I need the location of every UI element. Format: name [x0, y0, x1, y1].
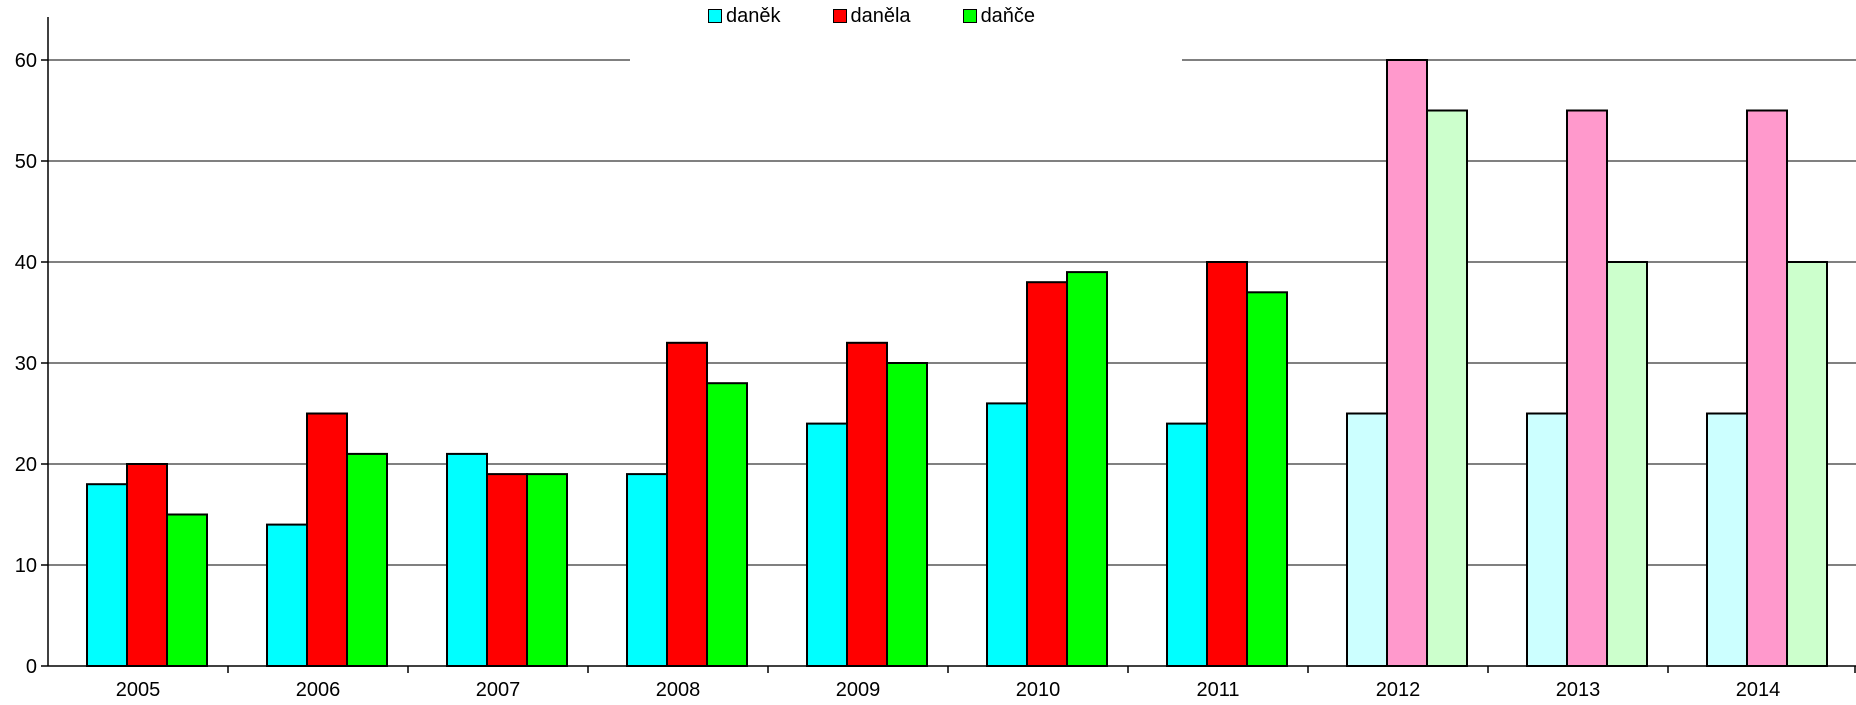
legend-swatch-danela — [832, 9, 847, 23]
bar-2011-0 — [1166, 422, 1208, 667]
legend-label-danela: daněla — [850, 4, 911, 27]
x-tick-label-2009: 2009 — [836, 679, 881, 701]
bar-2005-1 — [126, 463, 168, 667]
legend-label-dance: daňče — [980, 4, 1036, 27]
bar-2007-1 — [486, 473, 528, 667]
x-tick-label-2008: 2008 — [656, 679, 701, 701]
bar-2007-2 — [526, 473, 568, 667]
bar-2009-0 — [806, 422, 848, 667]
bar-2010-1 — [1026, 281, 1068, 667]
bar-2006-0 — [266, 523, 308, 667]
bar-2010-0 — [986, 402, 1028, 667]
legend-swatch-danek — [708, 9, 722, 23]
bar-2006-2 — [346, 452, 388, 667]
y-tick-label-40: 40 — [15, 252, 37, 274]
bar-2013-1 — [1566, 109, 1608, 667]
y-tick-label-60: 60 — [15, 50, 37, 72]
x-tick-label-2005: 2005 — [116, 679, 161, 701]
legend-label-danek: daněk — [726, 4, 781, 27]
y-tick-label-10: 10 — [15, 555, 37, 577]
legend-item-danek: daněk — [708, 5, 781, 28]
bar-2005-0 — [86, 483, 128, 668]
bar-2012-1 — [1386, 59, 1428, 667]
bar-2014-1 — [1746, 109, 1788, 667]
y-tick-label-20: 20 — [15, 454, 37, 476]
y-tick-label-30: 30 — [15, 353, 37, 375]
bar-2008-0 — [626, 473, 668, 667]
x-tick-label-2012: 2012 — [1376, 679, 1421, 701]
bar-2011-1 — [1206, 261, 1248, 667]
bar-2007-0 — [446, 452, 488, 667]
bar-2012-2 — [1426, 109, 1468, 667]
bar-2013-2 — [1606, 261, 1648, 667]
legend-item-dance: daňče — [962, 4, 1036, 28]
legend-item-danela: daněla — [832, 4, 911, 28]
bar-2008-1 — [666, 341, 708, 667]
bar-2011-2 — [1246, 291, 1288, 667]
x-tick-label-2010: 2010 — [1016, 679, 1061, 701]
chart-legend: daněk daněla daňče — [708, 5, 1087, 27]
x-tick-label-2007: 2007 — [476, 679, 521, 701]
bar-2010-2 — [1066, 271, 1108, 667]
bar-2014-2 — [1786, 261, 1828, 667]
legend-swatch-dance — [962, 9, 977, 23]
x-tick-label-2006: 2006 — [296, 679, 341, 701]
y-tick-label-0: 0 — [26, 656, 37, 678]
bar-2005-2 — [166, 513, 208, 667]
bar-2012-0 — [1346, 412, 1388, 667]
x-tick-label-2014: 2014 — [1736, 679, 1781, 701]
bar-2013-0 — [1526, 412, 1568, 667]
bar-2014-0 — [1706, 412, 1748, 667]
bar-2008-2 — [706, 382, 748, 667]
x-tick-label-2013: 2013 — [1556, 679, 1601, 701]
bar-2006-1 — [306, 412, 348, 667]
bar-2009-1 — [846, 341, 888, 667]
y-tick-label-50: 50 — [15, 151, 37, 173]
bar-2009-2 — [886, 362, 928, 667]
x-tick-label-2011: 2011 — [1196, 679, 1239, 701]
